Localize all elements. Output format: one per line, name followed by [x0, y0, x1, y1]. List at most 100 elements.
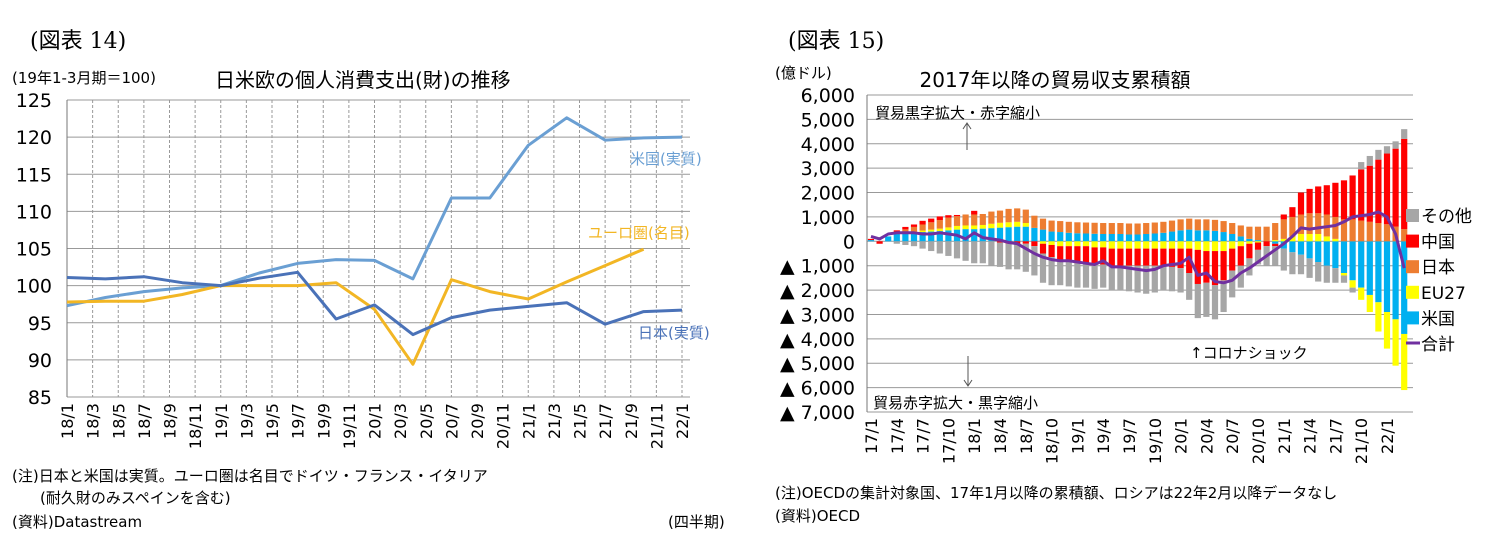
bar-segment-その他	[1332, 268, 1339, 283]
legend-label: 米国	[1421, 309, 1455, 329]
bar-segment-米国	[1229, 233, 1236, 242]
bar-segment-米国	[1100, 233, 1107, 242]
bar-segment-中国	[1220, 251, 1227, 281]
bar-segment-米国	[919, 232, 926, 242]
bar-segment-EU27	[1057, 241, 1064, 247]
y-tick-label: ▲ 4,000	[780, 329, 855, 351]
bar-segment-中国	[1366, 165, 1373, 222]
bar-segment-米国	[1203, 230, 1210, 242]
bar-segment-中国	[1323, 185, 1330, 215]
bar-segment-その他	[1074, 263, 1081, 288]
x-tick-label: 20/4	[1197, 418, 1216, 454]
bar-segment-その他	[1358, 162, 1365, 170]
bar-segment-日本	[1366, 221, 1373, 242]
bar-segment-中国	[1340, 180, 1348, 220]
bar-segment-日本	[1134, 223, 1141, 235]
bar-segment-その他	[1048, 257, 1055, 286]
x-tick-label: 21/10	[1352, 418, 1371, 464]
y-tick-label: 85	[28, 387, 52, 409]
bar-segment-EU27	[1237, 241, 1244, 247]
bar-segment-米国	[1358, 241, 1365, 288]
bar-segment-中国	[971, 210, 978, 215]
y-tick-label: 3,000	[801, 158, 855, 180]
bar-segment-EU27	[1306, 233, 1313, 242]
bar-segment-EU27	[1349, 280, 1356, 288]
bar-segment-中国	[1194, 249, 1201, 284]
bar-segment-米国	[945, 230, 952, 242]
bar-segment-中国	[1229, 248, 1236, 271]
x-tick-label: 21/1	[1275, 418, 1294, 454]
x-tick-label: 18/11	[186, 403, 205, 449]
y-tick-label: 100	[16, 276, 52, 298]
bar-segment-米国	[1366, 241, 1373, 295]
bar-segment-EU27	[1168, 241, 1176, 249]
bar-segment-日本	[1168, 220, 1176, 232]
x-tick-label: 18/4	[991, 418, 1010, 454]
bar-segment-中国	[953, 214, 961, 217]
bar-segment-日本	[1125, 223, 1133, 235]
bar-segment-EU27	[1246, 241, 1253, 244]
bar-segment-EU27	[1100, 241, 1107, 248]
y-tick-label: 5,000	[801, 109, 855, 131]
bar-segment-米国	[1048, 231, 1055, 242]
bar-segment-その他	[1091, 264, 1098, 289]
bar-segment-中国	[1100, 247, 1107, 265]
bar-segment-その他	[1039, 253, 1047, 283]
bar-segment-米国	[1220, 232, 1227, 242]
bar-segment-EU27	[1280, 238, 1287, 242]
bar-segment-EU27	[962, 225, 969, 230]
bar-segment-その他	[1237, 265, 1244, 288]
bar-segment-その他	[1229, 270, 1236, 298]
bar-segment-EU27	[1143, 241, 1150, 249]
bar-segment-中国	[1151, 248, 1158, 266]
x-tick-label: 18/5	[109, 403, 128, 439]
x-tick-label: 19/1	[1068, 418, 1087, 454]
bar-segment-EU27	[953, 225, 961, 230]
bar-segment-日本	[1005, 208, 1012, 223]
bar-segment-EU27	[1366, 294, 1373, 313]
bar-segment-その他	[1323, 265, 1330, 283]
bar-segment-中国	[1401, 138, 1408, 230]
bar-segment-日本	[945, 217, 952, 228]
bar-segment-中国	[1358, 169, 1365, 221]
x-tick-label: 19/10	[1146, 418, 1165, 464]
legend-label-euro: ユーロ圏(名目)	[588, 224, 690, 242]
legend-label: 中国	[1421, 233, 1455, 253]
bar-segment-その他	[1022, 243, 1029, 272]
bar-segment-その他	[910, 241, 918, 247]
bar-segment-日本	[1177, 219, 1184, 231]
bar-segment-日本	[979, 213, 986, 225]
bar-segment-その他	[971, 241, 978, 264]
bar-segment-日本	[1186, 218, 1193, 230]
x-tick-label: 17/4	[888, 418, 907, 454]
bar-segment-米国	[928, 231, 935, 242]
bar-segment-EU27	[971, 225, 978, 230]
bar-segment-米国	[1143, 233, 1150, 242]
x-tick-label: 21/4	[1301, 418, 1320, 454]
bar-segment-米国	[1125, 234, 1133, 242]
x-tick-label: 21/7	[596, 403, 615, 439]
x-tick-label: 19/4	[1094, 418, 1113, 454]
bar-segment-日本	[1108, 223, 1115, 234]
bar-segment-その他	[1194, 283, 1201, 319]
bar-segment-EU27	[919, 230, 926, 233]
bar-segment-米国	[1160, 232, 1167, 242]
y-tick-label: 115	[16, 164, 52, 186]
bar-segment-中国	[1349, 175, 1356, 220]
x-tick-label: 20/7	[442, 403, 461, 439]
bar-segment-その他	[1014, 243, 1021, 270]
bar-segment-中国	[1306, 188, 1313, 214]
y-tick-label: 0	[843, 231, 855, 253]
x-tick-label: 19/9	[314, 403, 333, 439]
bar-segment-その他	[1289, 252, 1296, 275]
bar-segment-日本	[902, 229, 909, 234]
bar-segment-日本	[1246, 226, 1253, 239]
bar-segment-米国	[1031, 227, 1038, 242]
bar-segment-中国	[1065, 246, 1072, 263]
left-ylabel: (19年1-3月期＝100)	[12, 69, 156, 87]
bar-segment-中国	[1272, 243, 1279, 247]
bar-segment-中国	[1082, 246, 1090, 264]
bar-segment-EU27	[1220, 241, 1227, 252]
bar-segment-米国	[1057, 232, 1064, 242]
bar-segment-中国	[876, 241, 883, 244]
